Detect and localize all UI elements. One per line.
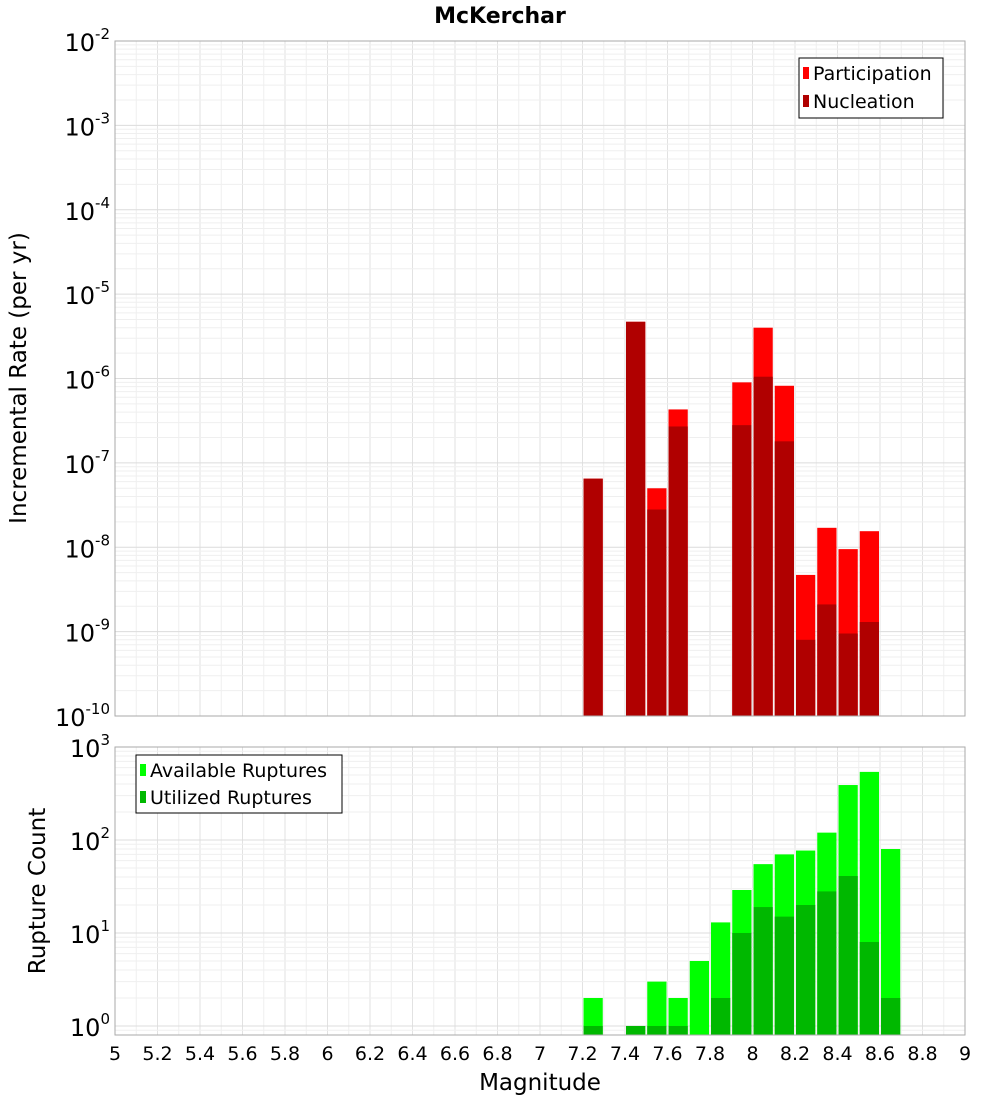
legend-swatch-nucleation: [803, 95, 809, 107]
nucleation-bar: [626, 321, 646, 716]
utilized-ruptures-bar: [881, 997, 901, 1035]
legend-swatch-available: [140, 764, 146, 776]
rate-y-tick-label: 10-3: [64, 109, 110, 141]
available-ruptures-bar: [668, 997, 688, 1035]
x-tick-label: 5.8: [270, 1043, 300, 1065]
x-tick-label: 7.4: [610, 1043, 640, 1065]
utilized-ruptures-bar: [583, 1025, 603, 1035]
count-legend: Available Ruptures Utilized Ruptures: [135, 754, 343, 814]
x-tick-label: 7.6: [652, 1043, 682, 1065]
x-tick-label: 7: [534, 1043, 546, 1065]
count-y-tick-label: 100: [70, 1010, 110, 1042]
legend-label-utilized: Utilized Ruptures: [150, 787, 312, 809]
count-y-tick-label: 103: [70, 731, 110, 763]
utilized-ruptures-bar: [626, 1025, 646, 1035]
available-ruptures-bar: [583, 997, 603, 1035]
nucleation-bar: [774, 441, 794, 716]
x-tick-label: 9: [959, 1043, 971, 1065]
rate-y-tick-label: 10-8: [64, 531, 110, 563]
nucleation-bar: [859, 622, 879, 716]
x-tick-label: 6.6: [440, 1043, 470, 1065]
rate-panel: 10-2 10-3 10-4 10-5 10-6 10-7 10-8 10-9 10-10 Mc…: [6, 4, 966, 732]
legend-label-nucleation: Nucleation: [813, 91, 915, 113]
x-tick-label: 8.2: [780, 1043, 810, 1065]
utilized-ruptures-bar: [711, 997, 731, 1035]
utilized-ruptures-bar: [774, 916, 794, 1035]
x-tick-label: 6.8: [482, 1043, 512, 1065]
rate-y-tick-label: 10-2: [64, 25, 110, 57]
chart-title: McKerchar: [434, 4, 566, 29]
nucleation-bar: [668, 426, 688, 716]
x-tick-label: 5.6: [227, 1043, 257, 1065]
rate-bars: [583, 321, 879, 716]
available-ruptures-bar: [647, 981, 667, 1035]
legend-label-available: Available Ruptures: [150, 760, 327, 782]
rate-y-ticks: 10-2 10-3 10-4 10-5 10-6 10-7 10-8 10-9 10-10: [55, 25, 110, 732]
rate-legend: Participation Nucleation: [798, 57, 944, 119]
rate-y-tick-label: 10-9: [64, 616, 110, 648]
rate-legend-box: [798, 57, 944, 119]
count-bars: [583, 771, 901, 1035]
rate-gridlines: [114, 40, 966, 717]
x-tick-label: 8: [746, 1043, 758, 1065]
available-ruptures-bar: [689, 960, 709, 1035]
utilized-ruptures-bar: [796, 904, 816, 1035]
x-tick-label: 8.4: [822, 1043, 852, 1065]
x-tick-label: 5.2: [142, 1043, 172, 1065]
x-tick-labels: 5 5.2 5.4 5.6 5.8 6 6.2 6.4 6.6 6.8 7 7.2 7.4 7.6 7.8 8…: [109, 1043, 971, 1065]
x-tick-label: 7.2: [567, 1043, 597, 1065]
nucleation-bar: [732, 425, 752, 716]
x-axis-label: Magnitude: [479, 1070, 601, 1096]
nucleation-bar: [817, 604, 837, 716]
count-y-tick-label: 101: [70, 917, 110, 949]
count-y-tick-label: 102: [70, 824, 110, 856]
rate-y-axis-label: Incremental Rate (per yr): [6, 232, 32, 524]
nucleation-bar: [796, 639, 816, 716]
x-tick-label: 5: [109, 1043, 121, 1065]
nucleation-bar: [753, 376, 773, 716]
legend-swatch-utilized: [140, 791, 146, 803]
utilized-ruptures-bar: [859, 942, 879, 1035]
nucleation-bar: [583, 478, 603, 716]
utilized-ruptures-bar: [838, 876, 858, 1035]
legend-swatch-participation: [803, 67, 809, 79]
rate-y-tick-label: 10-4: [64, 194, 110, 226]
utilized-ruptures-bar: [732, 932, 752, 1035]
rate-plot-border: [114, 40, 966, 717]
legend-label-participation: Participation: [813, 63, 932, 85]
x-tick-label: 6: [321, 1043, 333, 1065]
utilized-ruptures-bar: [753, 907, 773, 1035]
count-y-ticks: 103 102 101 100: [70, 731, 110, 1042]
x-tick-label: 7.8: [695, 1043, 725, 1065]
utilized-ruptures-bar: [668, 1025, 688, 1035]
nucleation-bar: [838, 633, 858, 716]
count-plot-border: [114, 746, 966, 1036]
nucleation-bar: [647, 509, 667, 716]
rate-y-tick-label: 10-6: [64, 363, 110, 395]
x-tick-label: 6.2: [355, 1043, 385, 1065]
count-y-axis-label: Rupture Count: [25, 808, 51, 974]
count-panel: 103 102 101 100 5 5.2 5.4 5.6 5.8 6 6.2 6.4 6.6 6.8 7…: [25, 731, 971, 1096]
rate-y-tick-label: 10-10: [55, 700, 110, 732]
x-tick-label: 6.4: [397, 1043, 427, 1065]
utilized-ruptures-bar: [647, 1025, 667, 1035]
utilized-ruptures-bar: [817, 891, 837, 1035]
x-tick-label: 8.8: [907, 1043, 937, 1065]
count-legend-box: [135, 754, 343, 814]
rate-y-tick-label: 10-7: [64, 447, 110, 479]
available-ruptures-bar: [881, 849, 901, 1035]
rate-y-tick-label: 10-5: [64, 278, 110, 310]
x-tick-label: 5.4: [185, 1043, 215, 1065]
x-tick-label: 8.6: [865, 1043, 895, 1065]
